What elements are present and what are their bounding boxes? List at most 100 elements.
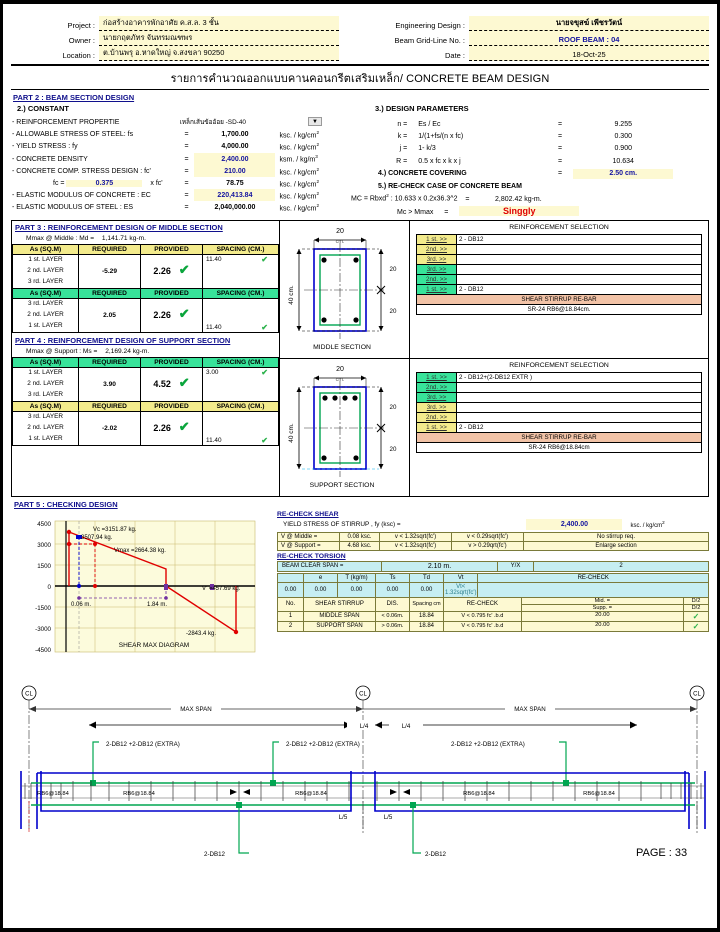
part3-sel-val-2[interactable] — [456, 253, 702, 265]
torsion-val-e: 0.00 — [303, 581, 338, 598]
table-row: V @ Support = 4.68 ksc. v < 1.32sqrt(fc'… — [277, 540, 709, 551]
stirrup-row1-dis: < 0.06m. — [375, 610, 410, 622]
top-bar-label-3: 2-DB12 +2-DB12 (EXTRA) — [451, 741, 525, 748]
fcprime-eq: = — [184, 167, 189, 175]
shear-middle-v: 0.08 ksc. — [339, 531, 380, 542]
part4-layers-bottom: 3 rd. LAYER 2 nd. LAYER 1 st. LAYER — [12, 410, 79, 446]
param-j-value: 0.900 — [614, 145, 632, 153]
stirrup-label-4: RB6@18.84 — [463, 791, 495, 797]
recheck-shear-title: RE-CHECK SHEAR — [277, 510, 339, 518]
part4-spacing-top-cell: 3.00 ✔ — [202, 366, 279, 402]
check-icon: ✔ — [261, 435, 268, 445]
selection-row[interactable]: 1 st. >> 2 - DB12 — [416, 421, 702, 433]
part3-sel-key-2[interactable]: 3rd. >> — [416, 253, 457, 265]
part3-sel-key-4[interactable]: 2nd. >> — [416, 273, 457, 285]
svg-text:3000: 3000 — [37, 542, 51, 549]
selection-row[interactable]: 2nd. >> — [416, 243, 702, 255]
selection-row[interactable]: 1 st. >> 2 - DB12 — [416, 283, 702, 295]
project-value[interactable]: ก่อสร้างอาคารพักอาศัย ค.ส.ล. 3 ชั้น — [99, 16, 339, 31]
selection-row[interactable]: 2nd. >> — [416, 411, 702, 423]
torsion-table: e T (kg/m) Ts Td Vt RE-CHECK 0.00 0.00 0… — [277, 572, 710, 632]
param-row-recheck-case: 5.) RE-CHECK CASE OF CONCRETE BEAM — [377, 181, 673, 191]
title-divider — [11, 89, 709, 90]
part4-sel-key-3[interactable]: 3rd. >> — [416, 401, 457, 413]
date-value[interactable]: 18-Oct-25 — [469, 45, 709, 61]
part4-col-as-top: As (SQ.M) — [12, 356, 79, 368]
check-icon: ✔ — [261, 367, 268, 377]
part3-spacing-bottom: 11.40 — [206, 323, 222, 331]
selection-row[interactable]: 3rd. >> — [416, 253, 702, 265]
cl-label-right: CL — [693, 691, 701, 697]
rebar-property-select[interactable]: เหล็กเส้นข้ออ้อย -SD-40 ▼ — [179, 116, 341, 129]
part4-sel-val-1[interactable] — [456, 381, 702, 393]
part4-sel-key-4[interactable]: 2nd. >> — [416, 411, 457, 423]
param-r-sym: R = — [396, 157, 408, 165]
owner-value[interactable]: นายกฤตภัทร จันทรมณฑพร — [99, 30, 339, 46]
part3-sel-key-3[interactable]: 3rd. >> — [416, 263, 457, 275]
fy-unit: ksc. / kg/cm2 — [279, 142, 319, 152]
stirrup-row1-recheck: V < 0.795 fc' .b.d — [443, 610, 522, 622]
svg-text:40 cm.: 40 cm. — [288, 423, 295, 443]
selection-row[interactable]: 3rd. >> — [416, 401, 702, 413]
part4-sel-key-0[interactable]: 1 st. >> — [416, 371, 457, 383]
part3-sel-val-3[interactable] — [456, 263, 702, 275]
param-k-eq: = — [558, 133, 563, 141]
shear-support-c1: v < 1.32sqrt(fc') — [379, 540, 452, 551]
engineering-design-value[interactable]: นายจขุสฆ์ เพีชรวัตน์ — [469, 16, 709, 31]
selection-row[interactable]: 2nd. >> — [416, 381, 702, 393]
part4-selection-panel: REINFORCEMENT SELECTION 1 st. >> 2 - DB1… — [410, 359, 708, 496]
covering-label: 4.) CONCRETE COVERING — [378, 170, 467, 178]
beam-grid-line-value[interactable]: ROOF BEAM : 04 — [469, 30, 709, 46]
selection-row[interactable]: 3rd. >> — [416, 263, 702, 275]
fcprime-value[interactable]: 210.00 — [194, 165, 276, 178]
ec-label: - ELASTIC MODULUS OF CONCRETE : EC — [12, 191, 151, 199]
selection-row[interactable]: 3rd. >> — [416, 391, 702, 403]
part4-sel-val-5[interactable]: 2 - DB12 — [456, 421, 702, 433]
support-section-svg: 20 cm. — [288, 366, 397, 489]
fy-eq: = — [184, 143, 189, 151]
fc-unit: ksc. / kg/cm2 — [279, 178, 319, 188]
design-parameters-heading: 3.) DESIGN PARAMETERS — [375, 104, 469, 113]
es-value: 2,040,000.00 — [214, 203, 256, 211]
part3-sel-key-1[interactable]: 2nd. >> — [416, 243, 457, 255]
torsion-col-recheck: RE-CHECK — [477, 572, 709, 583]
part4-sel-val-2[interactable] — [456, 391, 702, 403]
annotation-x1: 0.06 m. — [71, 602, 91, 608]
part4-sel-key-2[interactable]: 3rd. >> — [416, 391, 457, 403]
selection-row[interactable]: 2nd. >> — [416, 273, 702, 285]
part4-sel-val-0[interactable]: 2 - DB12+(2-DB12 EXTR ) — [456, 371, 702, 383]
svg-text:-1500: -1500 — [35, 605, 51, 612]
part3-layer-1-bottom: 1 st. LAYER — [28, 321, 63, 329]
part4-data-row-top: 1 st. LAYER 2 nd. LAYER 3 rd. LAYER 3.90… — [12, 366, 279, 402]
fy-label: YIELD STRESS OF STIRRUP , fy (ksc) = — [283, 520, 401, 528]
location-value[interactable]: ต.บ้านพรุ อ.หาดใหญ่ จ.สงขลา 90250 — [99, 45, 339, 61]
part4-sel-key-5[interactable]: 1 st. >> — [416, 421, 457, 433]
fs-unit: ksc. / kg/cm2 — [279, 130, 319, 140]
part3-sel-val-4[interactable] — [456, 273, 702, 285]
fy-value[interactable]: 2,400.00 — [526, 518, 623, 530]
part4-sel-key-1[interactable]: 2nd. >> — [416, 381, 457, 393]
part3-sel-val-5[interactable]: 2 - DB12 — [456, 283, 702, 295]
stirrup-row2-spacing: 18.84 — [409, 620, 444, 632]
selection-row[interactable]: 1 st. >> 2 - DB12 — [416, 233, 702, 245]
part4-col-as-bottom: As (SQ.M) — [12, 400, 79, 412]
selection-row[interactable]: 1 st. >> 2 - DB12+(2-DB12 EXTR ) — [416, 371, 702, 383]
part3-sel-key-5[interactable]: 1 st. >> — [416, 283, 457, 295]
ec-unit: ksc. / kg/cm2 — [279, 190, 319, 201]
part4-sel-val-4[interactable] — [456, 411, 702, 423]
l4-label-right: L/4 — [402, 723, 411, 730]
part4-col-required-top: REQUIRED — [78, 356, 141, 368]
shear-max-diagram: 4500 3000 1500 0 -1500 -3000 -4500 — [11, 511, 273, 681]
fc-ratio-input[interactable]: 0.375 — [66, 179, 143, 187]
chevron-down-icon[interactable]: ▼ — [308, 117, 322, 127]
part3-sel-val-1[interactable] — [456, 243, 702, 255]
part3-sel-val-0[interactable]: 2 - DB12 — [456, 233, 702, 245]
part3-sel-key-0[interactable]: 1 st. >> — [416, 233, 457, 245]
part4-sel-val-3[interactable] — [456, 401, 702, 413]
rebar-property-value: เหล็กเส้นข้ออ้อย -SD-40 — [179, 119, 246, 127]
constants-row-density: - CONCRETE DENSITY = 2,400.00 ksm. / kg/… — [11, 153, 341, 166]
covering-value[interactable]: 2.50 cm. — [573, 168, 673, 179]
mc-value: 2,802.42 kg-m. — [495, 195, 542, 203]
header-divider — [11, 64, 709, 66]
density-value[interactable]: 2,400.00 — [194, 153, 276, 166]
